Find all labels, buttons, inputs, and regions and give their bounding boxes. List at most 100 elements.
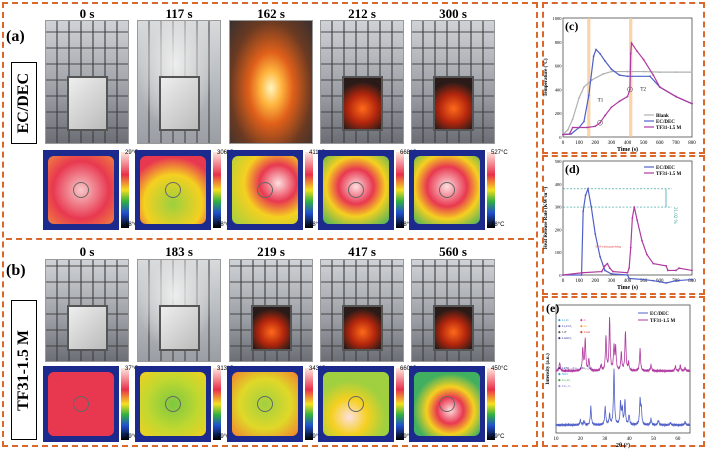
- data-point: [691, 102, 693, 105]
- x-tick-label: 300: [608, 279, 616, 284]
- x-tick-label: 500: [640, 279, 648, 284]
- data-point: [626, 75, 629, 78]
- battery-pack: [66, 75, 108, 131]
- thermal-image: [409, 150, 485, 230]
- colorbar-min: 29°C: [309, 434, 323, 440]
- x-tick-label: 20: [578, 437, 584, 442]
- crosshair-icon: [165, 396, 181, 412]
- thermal-image: [227, 366, 303, 442]
- phase-legend-item: ◆ Co₃O₄: [558, 378, 571, 382]
- thermal-image: [409, 366, 485, 442]
- phase-legend-item: ◆ Mn₂O₃: [558, 384, 572, 388]
- data-point: [674, 269, 677, 272]
- x-tick-label: 400: [624, 141, 632, 146]
- panel-label-e: (e): [546, 301, 559, 315]
- data-point: [612, 270, 614, 273]
- data-point: [642, 278, 645, 281]
- time-label: 417 s: [348, 244, 376, 259]
- x-axis-label: 2θ (°): [616, 442, 630, 449]
- x-tick-label: 400: [624, 279, 632, 284]
- colorbar: [487, 152, 495, 228]
- battery-photo: [137, 20, 221, 144]
- colorbar-min: 29°C: [125, 434, 139, 440]
- data-point: [578, 96, 581, 99]
- colorbar-min: 18°C: [125, 222, 139, 228]
- battery-pack: [432, 75, 474, 131]
- phase-legend-item: ◆ LiF: [558, 330, 567, 334]
- battery-photo: [320, 20, 404, 144]
- data-point: [691, 71, 693, 74]
- y-tick-label: 200: [555, 227, 563, 232]
- data-point: [580, 274, 583, 276]
- data-point: [652, 262, 655, 265]
- colorbar: [487, 368, 495, 440]
- data-point: [604, 59, 606, 62]
- time-label: 183 s: [165, 244, 193, 259]
- colorbar: [213, 368, 221, 440]
- phase-legend-item: ◆ Li₂CO₃: [558, 324, 573, 328]
- data-point: [674, 71, 677, 74]
- reduction-label: 21.02 %: [672, 207, 677, 224]
- data-point: [599, 255, 601, 258]
- data-point: [666, 269, 669, 272]
- x-tick-label: 500: [640, 141, 648, 146]
- data-point: [630, 42, 633, 44]
- crosshair-icon: [165, 182, 181, 198]
- colorbar-max: 527°C: [491, 150, 508, 156]
- xrd-pattern-ec-dec: [555, 368, 690, 428]
- colorbar-max: 668°C: [400, 150, 417, 156]
- battery-photo: [45, 259, 129, 362]
- chart-c-frame: [542, 2, 705, 154]
- y-tick-label: 0: [559, 273, 562, 278]
- panel-label-c: (c): [565, 19, 578, 33]
- battery-pack: [341, 305, 383, 351]
- legend-label: Blank: [656, 114, 669, 119]
- time-label: 0 s: [79, 244, 95, 259]
- time-label: 300 s: [439, 6, 467, 21]
- data-point: [604, 264, 606, 267]
- data-point: [665, 264, 668, 267]
- data-point: [566, 128, 569, 131]
- crosshair-icon: [348, 396, 364, 412]
- colorbar-max: 313°C: [217, 366, 234, 372]
- data-point: [608, 267, 611, 270]
- y-axis-label: Heat Release Rate (KW·m⁻²): [543, 187, 549, 250]
- battery-photo: [137, 259, 221, 362]
- x-axis-label: Time (s): [617, 284, 638, 291]
- crosshair-icon: [73, 396, 89, 412]
- time-label: 162 s: [257, 6, 285, 21]
- x-tick-label: 40: [627, 437, 633, 442]
- data-point: [581, 271, 584, 274]
- data-point: [658, 280, 661, 283]
- crosshair-icon: [439, 182, 455, 198]
- data-point: [678, 267, 680, 270]
- colorbar-max: 37°C: [125, 366, 139, 372]
- legend-label: EC/DEC: [656, 120, 675, 125]
- x-tick-label: 300: [608, 141, 616, 146]
- series-line-ec-dec: [562, 48, 693, 136]
- t1-marker: [597, 119, 603, 126]
- colorbar-max: 411°C: [309, 150, 325, 156]
- time-label: 560 s: [439, 244, 467, 259]
- battery-photo: [320, 259, 404, 362]
- phase-legend-item: ◆ Li₂O: [558, 318, 569, 322]
- data-point: [592, 55, 595, 57]
- shaded-band: [587, 18, 591, 137]
- crosshair-icon: [257, 182, 273, 198]
- x-tick-label: 800: [688, 141, 696, 146]
- data-point: [610, 68, 613, 71]
- panel-label-d: (d): [565, 162, 580, 176]
- y-tick-label: 400: [555, 182, 563, 187]
- phase-legend-item: ◆ Li(Ni₀.₅Co₀.₂Mn₀.₃)O₂: [558, 366, 594, 370]
- data-point: [691, 269, 693, 272]
- data-point: [590, 205, 593, 208]
- data-point: [571, 126, 574, 129]
- y-tick-label: 0: [559, 135, 562, 140]
- data-point: [604, 114, 606, 117]
- xrd-pattern-tf31-1-5-m: [555, 316, 690, 374]
- data-point: [600, 270, 603, 273]
- data-point: [658, 71, 661, 74]
- x-tick-label: 60: [675, 437, 681, 442]
- data-point: [583, 86, 585, 88]
